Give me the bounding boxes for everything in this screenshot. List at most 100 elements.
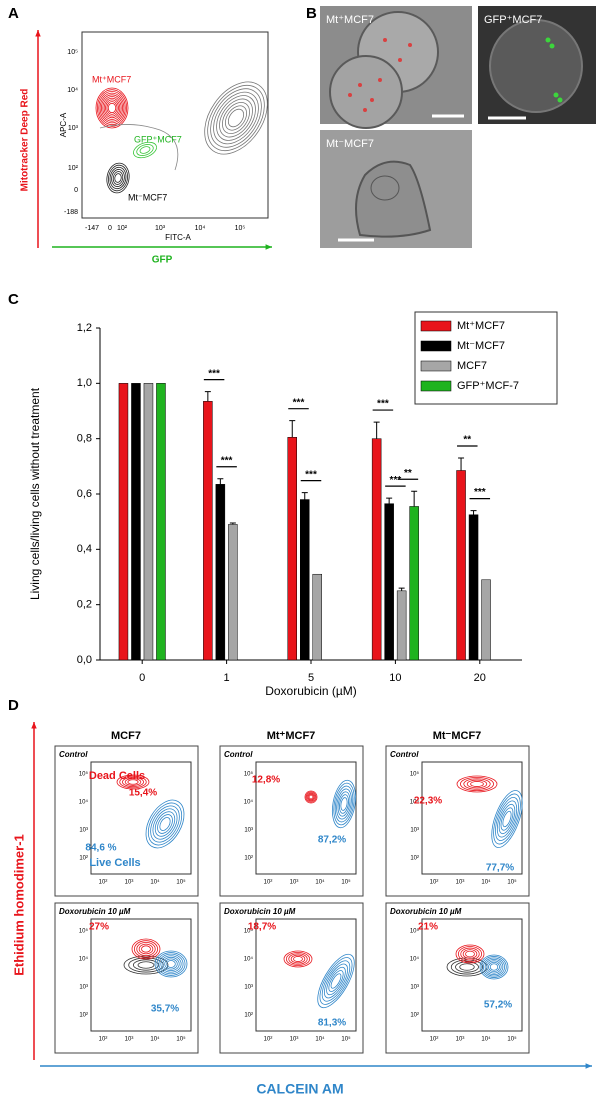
contour [484,958,504,976]
condition-label: Doxorubicin 10 µM [390,907,462,916]
cell [489,19,583,113]
column-title: Mt⁻MCF7 [433,730,482,742]
contour [460,947,480,961]
x-tick-label: 10² [430,880,439,886]
contour [502,810,512,828]
population-label: GFP⁺MCF7 [134,134,182,144]
y-tick-label: 10⁵ [410,771,420,778]
contour [470,781,484,787]
significance-label: *** [474,487,486,498]
error-bar [458,457,465,471]
y-tick-label: 10⁵ [410,928,420,935]
y-tick-label: 10² [244,1013,253,1019]
contour [137,961,155,969]
contour [207,84,265,152]
y-tick-label: 10⁵ [244,928,254,935]
y-param: APC-A [59,112,68,137]
contour [210,88,262,148]
contour [462,949,478,959]
contour [283,950,313,968]
contour [446,957,488,977]
dead-percentage: 15,4% [129,788,157,799]
x-tick-label: 10⁵ [507,879,517,886]
stain-dot [363,108,367,112]
x-tick-label: 10 [389,672,401,684]
error-bar [217,478,224,485]
y-tick-label: 10⁵ [244,771,254,778]
contour [136,144,154,156]
contour [133,141,157,159]
error-bar [398,587,405,591]
contour [331,779,357,829]
contour [131,938,161,960]
contour [105,99,119,117]
y-tick-label: 10³ [244,985,253,991]
y-axis-title: Ethidium homodimer-1 [11,834,26,976]
contour [147,802,183,846]
bar [118,383,129,661]
legend-swatch [420,360,452,372]
x-tick-label: 10⁵ [341,1036,351,1043]
y-tick-label: 0,2 [77,599,92,611]
live-percentage: 81,3% [318,1018,346,1029]
dead-percentage: 22,3% [414,796,442,807]
column-title: Mt⁺MCF7 [267,730,316,742]
arrow-head [31,722,37,729]
contour [334,785,354,823]
plot-frame [255,761,357,875]
bar [228,524,238,661]
bar [143,383,154,661]
plot-frame [90,761,192,875]
legend-swatch [420,340,452,352]
contour [114,173,122,183]
bar [384,503,394,661]
x-tick-label: 5 [308,672,314,684]
contour [455,944,485,964]
significance-label: ** [463,435,471,446]
stain-dot [398,58,402,62]
x-tick-label: 10³ [155,225,166,232]
contour [293,956,303,962]
contour [111,169,125,187]
image-label: Mt⁻MCF7 [326,138,374,150]
stain-dot [378,78,382,82]
bar [371,438,382,661]
contour [116,774,150,790]
gate-label: Dead Cells [89,770,145,782]
bar [312,573,322,661]
x-tick-label: 10⁴ [150,879,160,886]
legend-swatch [420,380,452,392]
contour [305,791,317,803]
contour [112,171,124,185]
y-tick-label: -188 [64,209,78,216]
contour [164,958,178,970]
contour [330,973,342,989]
contour [102,96,122,120]
y-tick-label: 10⁵ [79,771,89,778]
contour [224,105,248,131]
contour [479,954,509,980]
condition-label: Control [59,750,88,759]
x-tick-label: 20 [474,672,486,684]
x-axis-title: Doxorubicin (µM) [265,684,357,698]
contour [160,955,182,973]
y-tick-label: 10⁴ [67,87,78,94]
live-percentage: 57,2% [484,1000,512,1011]
dead-percentage: 21% [418,922,438,933]
dead-percentage: 27% [89,922,109,933]
y-tick-label: 10³ [410,828,419,834]
contour [216,95,256,141]
contour [495,797,519,841]
significance-label: *** [208,368,220,379]
stain-dot [549,43,555,49]
legend-label: MCF7 [457,360,487,372]
contour [133,940,159,958]
contour [109,166,127,190]
contour [498,803,516,835]
subplot-frame [385,745,530,897]
contour [489,963,499,971]
contour [141,945,151,953]
contour [154,811,176,837]
contour [96,89,128,127]
stain-dot [383,38,387,42]
